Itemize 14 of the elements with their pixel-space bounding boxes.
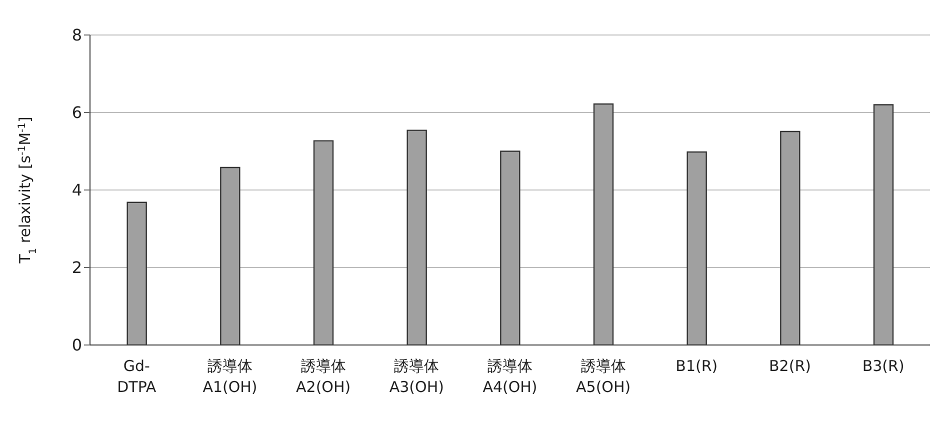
y-tick-label: 6: [72, 103, 82, 122]
x-tick-label: 誘導体 A2(OH): [296, 357, 351, 396]
x-tick-label: B2(R): [769, 357, 811, 375]
x-tick-label: 誘導体 A1(OH): [202, 357, 258, 396]
x-tick-label: 誘導体 A4(OH): [482, 357, 538, 396]
y-tick-label: 4: [72, 180, 82, 200]
y-tick-label: 2: [72, 258, 82, 278]
x-tick-label: Gd-DTPA: [117, 357, 157, 396]
x-tick-label: B1(R): [676, 357, 718, 375]
y-tick-label: 0: [72, 336, 82, 355]
x-tick-label: 誘導体 A5(OH): [576, 357, 631, 396]
x-tick-label: B3(R): [862, 357, 904, 375]
y-tick-label: 8: [72, 26, 82, 45]
x-tick-label: 誘導体 A3(OH): [389, 357, 444, 396]
